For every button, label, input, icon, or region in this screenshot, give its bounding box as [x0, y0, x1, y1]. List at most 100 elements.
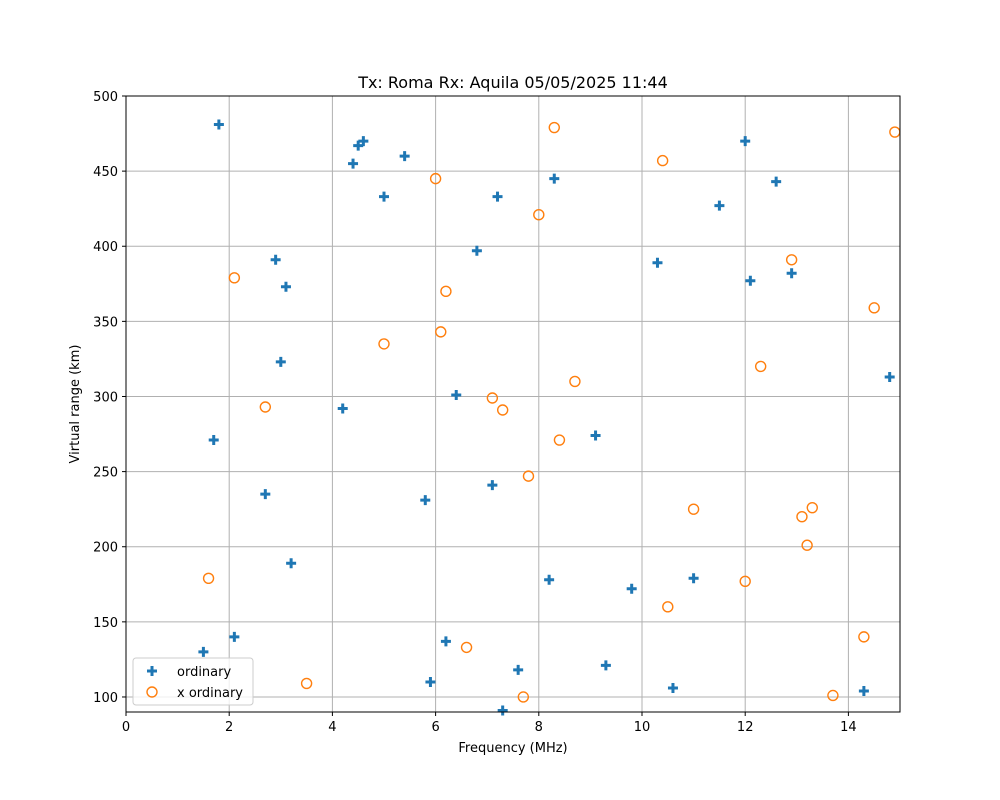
- y-tick-label: 400: [93, 240, 118, 255]
- x-tick-label: 8: [535, 720, 543, 735]
- plus-marker: [270, 254, 281, 265]
- circle-marker: [656, 154, 669, 167]
- plus-marker: [688, 573, 699, 584]
- series-x-ordinary: [202, 121, 901, 703]
- x-tick-label: 14: [840, 720, 857, 735]
- circle-marker: [569, 375, 581, 388]
- x-tick-label: 6: [431, 720, 439, 735]
- plus-marker: [492, 191, 503, 202]
- plus-marker: [600, 660, 611, 671]
- plus-marker: [745, 275, 756, 286]
- circle-marker: [796, 510, 808, 523]
- plus-marker: [337, 403, 348, 414]
- circle-marker: [202, 572, 215, 584]
- y-tick-label: 450: [93, 165, 118, 180]
- circle-marker: [435, 326, 447, 338]
- plus-marker: [275, 356, 286, 367]
- circle-marker: [440, 285, 452, 298]
- plus-marker: [420, 495, 431, 506]
- plus-marker: [451, 389, 462, 400]
- circle-marker: [378, 338, 390, 350]
- circle-marker: [754, 360, 767, 373]
- plus-marker: [379, 191, 389, 202]
- plus-marker: [544, 574, 555, 585]
- y-tick-label: 150: [93, 616, 118, 631]
- plus-marker: [513, 664, 524, 675]
- x-axis-label: Frequency (MHz): [458, 741, 567, 756]
- circle-marker: [429, 172, 442, 185]
- plus-marker: [208, 435, 219, 446]
- legend-label-x-ordinary: x ordinary: [177, 686, 243, 701]
- y-axis-label: Virtual range (km): [68, 345, 83, 464]
- circle-marker: [533, 208, 545, 221]
- x-tick-label: 12: [737, 720, 754, 735]
- plot-frame: [125, 95, 901, 713]
- x-tick-label: 0: [122, 720, 130, 735]
- plus-marker: [590, 430, 601, 441]
- plus-marker: [497, 705, 508, 716]
- circle-marker: [687, 503, 700, 515]
- circle-marker: [827, 689, 839, 702]
- legend-item-x-ordinary: x ordinary: [146, 686, 243, 701]
- plus-marker: [487, 480, 498, 491]
- plus-marker: [652, 257, 663, 268]
- legend-label-ordinary: ordinary: [177, 665, 231, 680]
- legend-box: [132, 657, 254, 706]
- circle-marker: [228, 272, 241, 284]
- plus-marker: [198, 646, 209, 657]
- circle-marker: [785, 254, 798, 266]
- plus-marker: [280, 281, 291, 292]
- circle-marker: [548, 121, 560, 134]
- legend-item-ordinary: ordinary: [147, 665, 231, 680]
- plus-marker: [626, 583, 637, 594]
- data-points: [198, 119, 901, 716]
- plus-marker: [667, 682, 678, 693]
- x-axis-ticks: 0 2 4 6 8 10 12 14: [122, 712, 857, 735]
- plus-marker-icon: [147, 666, 157, 676]
- plus-marker: [358, 136, 369, 147]
- plus-marker: [771, 176, 782, 187]
- plus-marker: [425, 676, 436, 687]
- legend: ordinary x ordinary: [132, 657, 254, 706]
- y-tick-label: 200: [93, 541, 118, 556]
- plus-marker: [786, 268, 797, 279]
- circle-marker: [801, 539, 813, 551]
- circle-marker: [553, 434, 566, 446]
- x-tick-label: 2: [225, 720, 233, 735]
- y-tick-label: 500: [93, 90, 118, 105]
- circle-marker: [259, 401, 272, 413]
- plus-marker: [884, 371, 895, 382]
- series-ordinary: [198, 119, 895, 716]
- y-tick-label: 350: [93, 315, 118, 330]
- circle-marker-icon: [146, 686, 158, 698]
- plus-marker: [471, 245, 482, 256]
- y-tick-label: 250: [93, 466, 118, 481]
- chart-title: Tx: Roma Rx: Aquila 05/05/2025 11:44: [357, 73, 668, 92]
- plus-marker: [740, 136, 751, 147]
- circle-marker: [460, 641, 473, 654]
- circle-marker: [522, 470, 535, 482]
- circle-marker: [739, 575, 751, 587]
- grid-lines: [125, 95, 900, 712]
- circle-marker: [662, 601, 674, 613]
- circle-marker: [806, 501, 818, 514]
- y-axis-ticks: 100 150 200 250 300 350 400 450 500: [93, 90, 126, 706]
- plus-marker: [353, 140, 364, 151]
- plus-marker: [549, 173, 560, 184]
- circle-marker: [496, 404, 509, 416]
- plus-marker: [260, 489, 271, 500]
- circle-marker: [868, 302, 880, 314]
- plus-marker: [213, 119, 224, 130]
- y-tick-label: 300: [93, 390, 118, 405]
- plus-marker: [399, 151, 410, 162]
- circle-marker: [858, 631, 870, 643]
- circle-marker: [300, 677, 313, 690]
- circle-marker: [486, 392, 499, 404]
- plus-marker: [229, 631, 240, 642]
- circle-marker: [517, 691, 530, 703]
- plus-marker: [286, 558, 297, 569]
- plus-marker: [858, 685, 869, 696]
- x-tick-label: 10: [634, 720, 651, 735]
- plus-marker: [440, 636, 451, 647]
